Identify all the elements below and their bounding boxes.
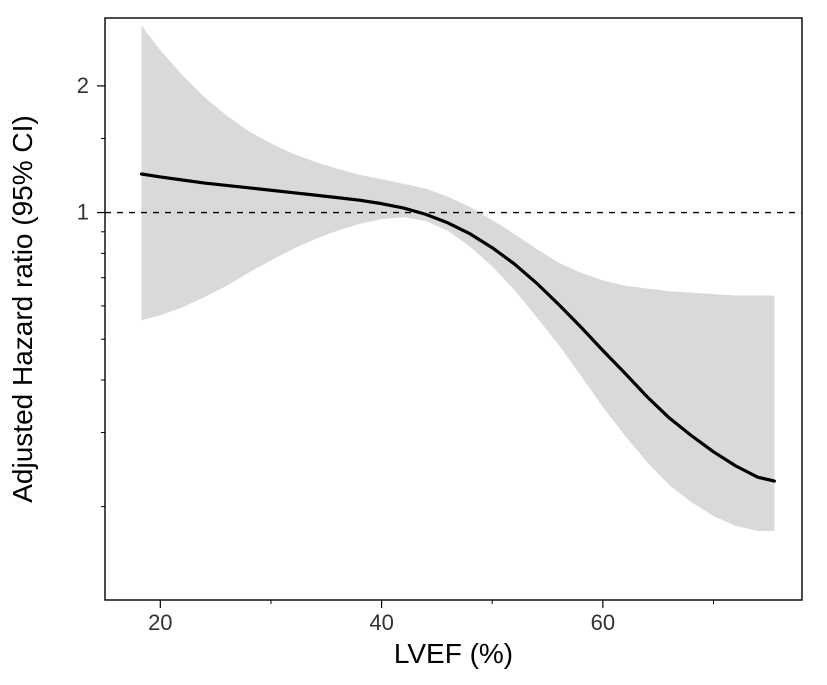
y-axis-label: Adjusted Hazard ratio (95% CI) <box>7 115 38 503</box>
x-tick-label: 20 <box>148 610 172 635</box>
y-tick-label: 2 <box>77 73 89 98</box>
chart-container: 20 40 60 1 2 LVEF (%) Adjusted Hazard ratio (9… <box>0 0 827 685</box>
x-axis-label: LVEF (%) <box>394 638 513 669</box>
x-tick-label: 60 <box>591 610 615 635</box>
x-tick-label: 40 <box>369 610 393 635</box>
y-tick-label: 1 <box>77 200 89 225</box>
hazard-ratio-chart: 20 40 60 1 2 LVEF (%) Adjusted Hazard ratio (9… <box>0 0 827 685</box>
